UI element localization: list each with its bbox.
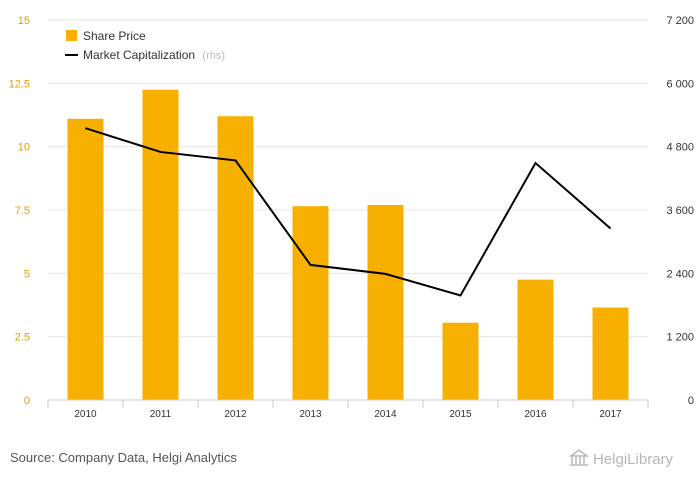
x-tick-label: 2013 [299,409,322,420]
share-price-bar [217,116,254,401]
right-tick-label: 3 600 [666,205,694,217]
right-axis: 0 1 200 2 400 3 600 4 800 6 000 7 200 [666,15,694,407]
legend-label-market-cap-text: Market Capitalization [83,48,195,62]
right-tick-label: 4 800 [666,142,694,154]
left-tick-label: 0 [24,395,30,407]
share-price-bars [67,89,629,401]
share-price-bar [442,322,479,400]
x-tick-label: 2016 [524,409,547,420]
helgi-library-logo[interactable]: HelgiLibrary [568,448,674,470]
left-tick-label: 12.5 [9,78,30,90]
legend: Share Price Market Capitalization (rhs) [65,29,225,62]
right-tick-label: 2 400 [666,268,694,280]
left-tick-label: 10 [18,142,30,154]
x-tick-label: 2011 [150,409,172,420]
combo-chart: 0 2.5 5 7.5 10 12.5 15 0 1 200 2 400 3 600 4 800 6 … [9,15,694,420]
left-tick-label: 2.5 [15,332,30,344]
x-tick-label: 2017 [599,409,622,420]
left-tick-label: 7.5 [15,205,30,217]
source-note: Source: Company Data, Helgi Analytics [10,450,237,465]
right-tick-label: 6 000 [666,78,694,90]
legend-label-rhs-note: (rhs) [202,50,225,62]
left-tick-label: 5 [24,268,30,280]
x-tick-label: 2015 [449,409,472,420]
share-price-bar [142,89,179,401]
share-price-bar [67,118,104,401]
logo-text: HelgiLibrary [593,450,674,468]
x-axis: 2010 2011 2012 2013 2014 2015 2016 2017 [47,399,649,420]
legend-label-share-price: Share Price [83,29,146,43]
market-cap-series-line [85,127,612,297]
share-price-bar [292,206,329,400]
share-price-bar [367,204,404,400]
legend-swatch-share-price [66,30,77,41]
library-building-icon [568,448,590,470]
share-price-bar [517,279,554,400]
x-tick-label: 2010 [74,409,97,420]
right-tick-label: 7 200 [666,15,694,27]
right-tick-label: 1 200 [666,332,694,344]
x-tick-label: 2012 [224,409,247,420]
gridlines [48,19,648,338]
legend-label-market-cap: Market Capitalization (rhs) [83,48,225,62]
left-tick-label: 15 [18,15,30,27]
share-price-bar [592,307,629,400]
right-tick-label: 0 [688,395,694,407]
x-tick-label: 2014 [374,409,397,420]
left-axis: 0 2.5 5 7.5 10 12.5 15 [9,15,30,407]
market-cap-line [85,127,612,297]
